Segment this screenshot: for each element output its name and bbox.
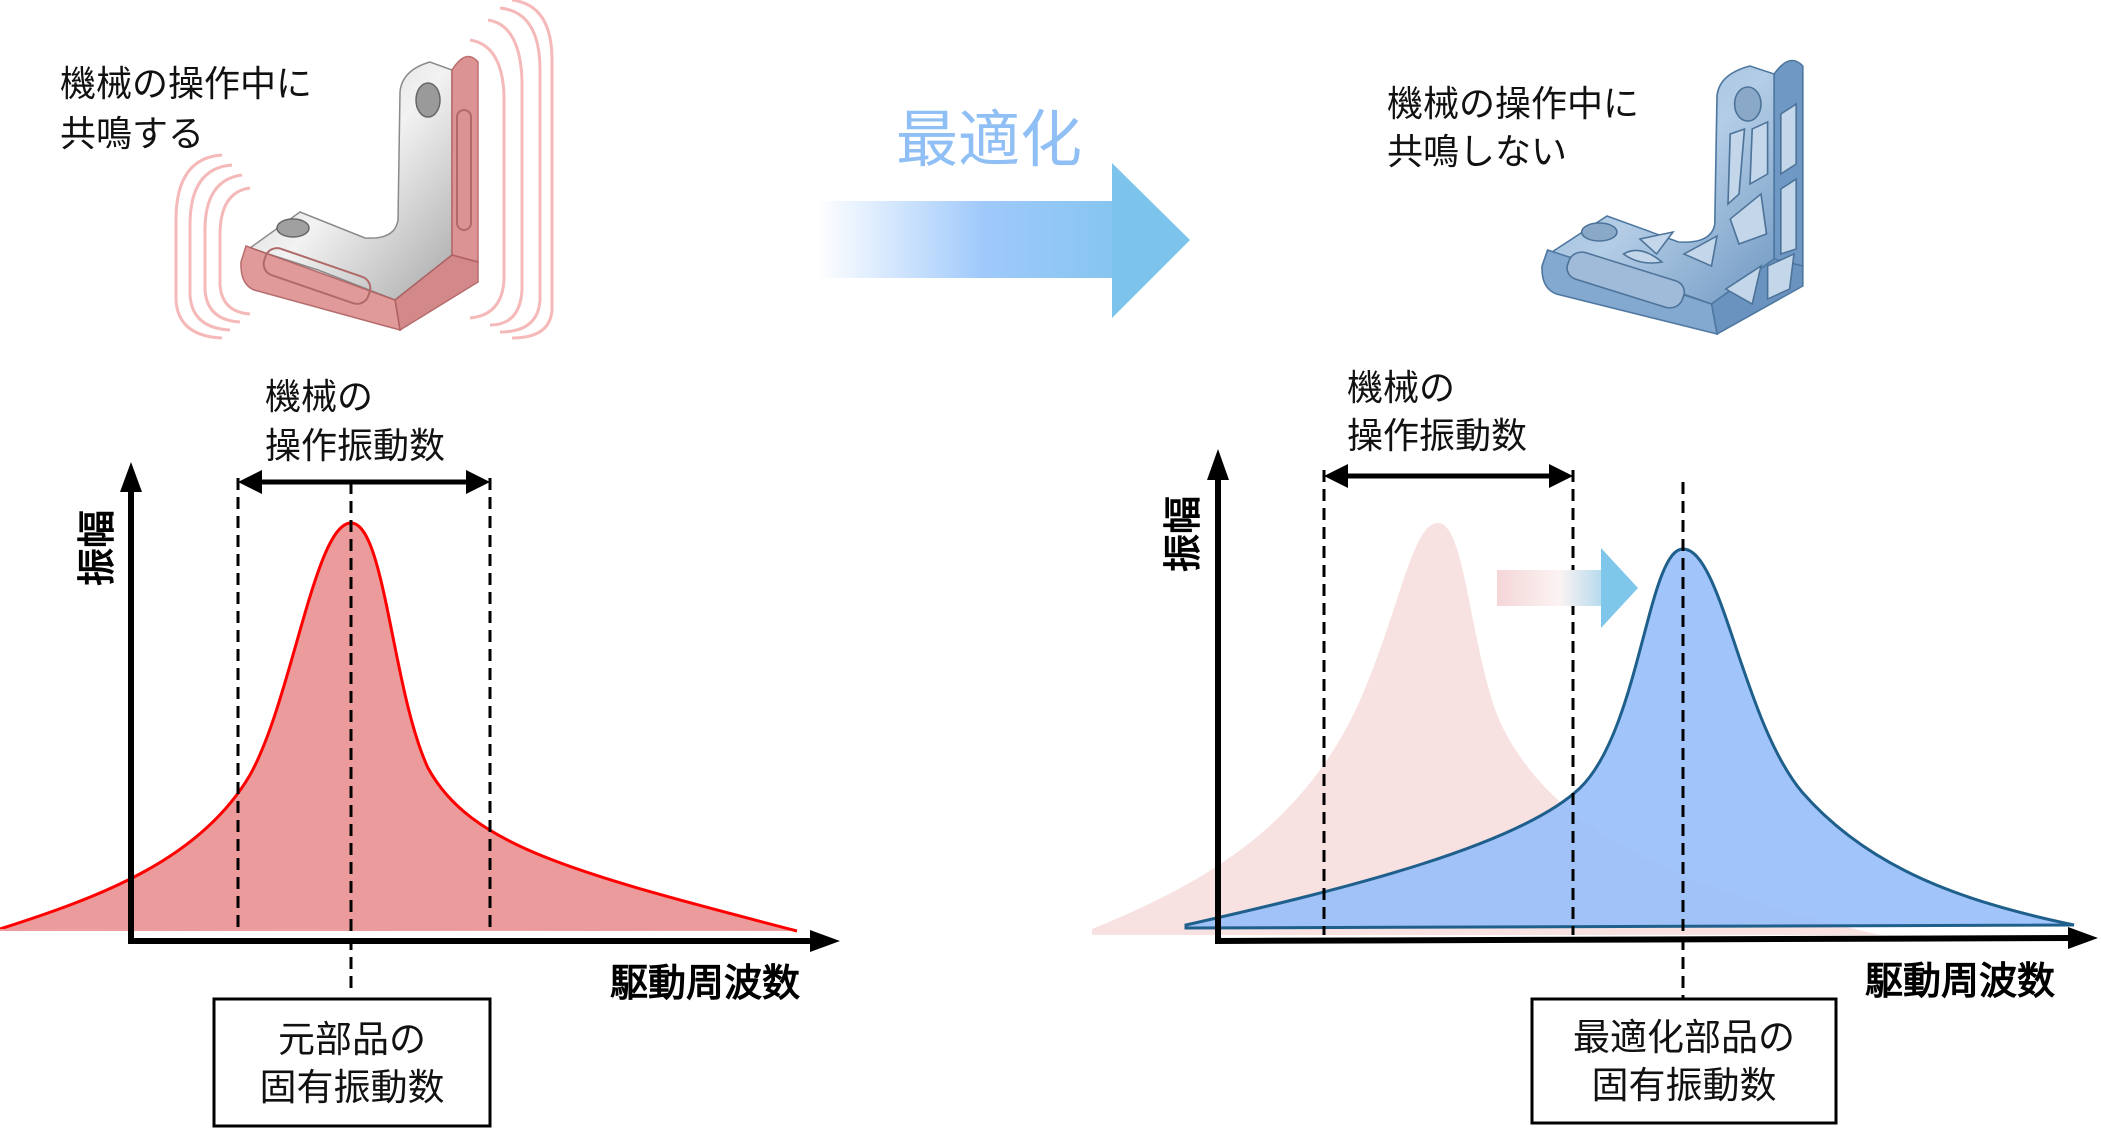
operating-range-label-line2: 操作振動数 [1347, 416, 1527, 457]
y-axis-label: 振幅 [75, 510, 119, 586]
original-curve-baseline [0, 929, 797, 931]
original-resonance-curve [0, 521, 798, 933]
bracket-top-face [248, 61, 453, 301]
y-axis [120, 462, 142, 944]
lattice-cutout-icon [1566, 86, 1798, 309]
frequency-shift-arrow-icon [1497, 548, 1638, 628]
x-axis-label: 駆動周波数 [610, 961, 800, 1005]
original-resonance-ghost-curve [1092, 523, 1880, 935]
mounting-hole [415, 82, 441, 118]
operating-range-double-arrow [1324, 464, 1573, 488]
operating-range-label-line2: 操作振動数 [265, 426, 445, 467]
original-part-illustration [174, 0, 554, 340]
bracket-base-front [240, 245, 401, 332]
vibration-ripple-icon [174, 0, 554, 340]
after-caption-line2: 共鳴しない [1387, 132, 1567, 173]
natural-frequency-box-line1: 最適化部品の [1573, 1016, 1795, 1059]
natural-frequency-box-line2: 固有振動数 [260, 1066, 445, 1109]
optimized-part-illustration [1541, 59, 1804, 336]
natural-frequency-box [212, 997, 492, 1128]
right-arrow-icon [817, 163, 1190, 318]
optimization-title: 最適化 [896, 103, 1082, 176]
natural-frequency-box-line1: 元部品の [278, 1018, 426, 1061]
y-axis-label: 振幅 [1161, 496, 1205, 572]
natural-frequency-box-line2: 固有振動数 [1592, 1064, 1777, 1107]
operating-range-label-line1: 機械の [1347, 368, 1455, 409]
operating-range-label-line1: 機械の [265, 377, 373, 418]
mounting-hole [276, 218, 310, 238]
y-axis [1207, 449, 1229, 944]
x-axis [1214, 927, 2098, 949]
x-axis-label: 駆動周波数 [1865, 959, 2055, 1003]
bracket-side-face [451, 55, 479, 263]
original-response-chart: 振幅 駆動周波数 機械の 操作振動数 元部品の 固有振動数 [0, 377, 840, 1128]
after-caption-line1: 機械の操作中に [1387, 84, 1639, 125]
before-caption-line1: 機械の操作中に [60, 64, 312, 105]
operating-range-double-arrow [238, 470, 490, 494]
before-caption-line2: 共鳴する [60, 114, 204, 155]
x-axis [128, 930, 840, 952]
optimized-response-chart: 振幅 駆動周波数 機械の 操作振動数 最適化部品の 固有振動数 [1092, 368, 2098, 1125]
natural-frequency-box [1530, 997, 1838, 1125]
